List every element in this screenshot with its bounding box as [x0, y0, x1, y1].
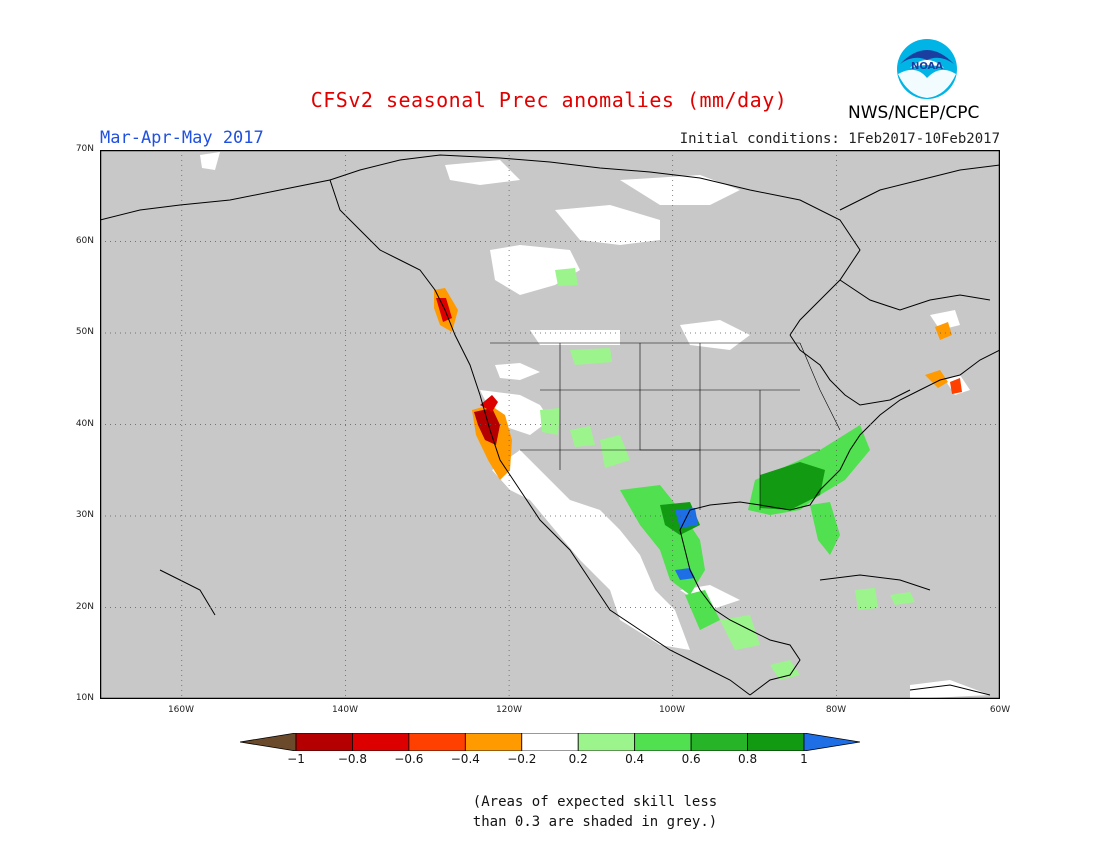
skill-note-line2: than 0.3 are shaded in grey.)	[472, 814, 718, 830]
colorbar-label: 0.4	[625, 752, 645, 766]
noaa-logo-text: NOAA	[911, 61, 943, 72]
lat-label-30n: 30N	[75, 510, 94, 520]
colorbar-cell-above-max	[803, 733, 860, 751]
lat-label-60n: 60N	[75, 236, 94, 246]
precip-anomaly-map	[100, 150, 1000, 699]
state-borders	[490, 342, 841, 510]
colorbar-label: 0.6	[681, 752, 701, 766]
lon-label-120w: 120W	[495, 705, 523, 715]
map-title: CFSv2 seasonal Prec anomalies (mm/day)	[310, 88, 788, 112]
lat-label-70n: 70N	[75, 144, 94, 154]
colorbar-cell-2	[408, 733, 466, 751]
colorbar-cell-4	[521, 733, 579, 751]
precip-colorbar	[240, 733, 860, 751]
lat-label-40n: 40N	[75, 419, 94, 429]
graticule	[100, 150, 1000, 699]
colorbar-cell-0	[295, 733, 353, 751]
skill-note-line1: (Areas of expected skill less	[472, 794, 718, 810]
colorbar-label: 0.8	[738, 752, 758, 766]
colorbar-cell-8	[747, 733, 805, 751]
colorbar-label: −0.8	[337, 752, 367, 766]
colorbar-label: 0.2	[568, 752, 588, 766]
lat-label-10n: 10N	[75, 693, 94, 703]
lon-label-140w: 140W	[331, 705, 359, 715]
lon-label-100w: 100W	[658, 705, 686, 715]
colorbar-cell-below-min	[240, 733, 297, 751]
lat-label-20n: 20N	[75, 602, 94, 612]
colorbar-label: −0.6	[394, 752, 424, 766]
lon-label-60w: 60W	[989, 705, 1011, 715]
colorbar-label: −0.2	[507, 752, 537, 766]
noaa-logo-icon: NOAA	[897, 39, 957, 99]
colorbar-label: 1	[800, 752, 808, 766]
near-normal-regions	[200, 152, 990, 699]
map-frame	[100, 150, 1000, 699]
initial-conditions-label: Initial conditions: 1Feb2017-10Feb2017	[679, 131, 1000, 147]
colorbar-cell-3	[464, 733, 523, 751]
colorbar-cell-6	[634, 733, 692, 751]
lon-label-160w: 160W	[167, 705, 195, 715]
lat-label-50n: 50N	[75, 327, 94, 337]
skill-note: (Areas of expected skill less than 0.3 a…	[0, 792, 1100, 832]
colorbar-label: −0.4	[450, 752, 480, 766]
colorbar-cell-7	[690, 733, 748, 751]
agency-label: NWS/NCEP/CPC	[848, 103, 980, 123]
colorbar-cell-1	[352, 733, 410, 751]
land-outlines	[100, 154, 1000, 696]
lon-label-80w: 80W	[825, 705, 847, 715]
season-label: Mar-Apr-May 2017	[100, 128, 264, 148]
colorbar-cell-5	[577, 733, 636, 751]
colorbar-label: −1	[287, 752, 305, 766]
